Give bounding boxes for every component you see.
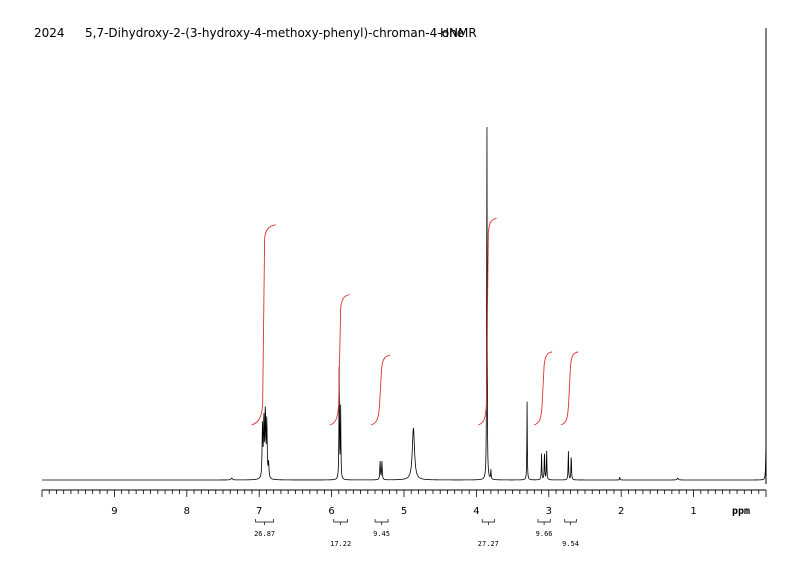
- integral-value-label: 9.45: [373, 530, 390, 538]
- x-tick-label: 5: [401, 506, 407, 517]
- integral-value-label: 9.66: [536, 530, 553, 538]
- experiment-type: HNMR: [440, 26, 477, 40]
- integral-curve: [370, 354, 391, 426]
- integral-value-label: 27.27: [478, 540, 499, 548]
- integral-curves: [251, 217, 579, 426]
- integral-value-label: 26.87: [254, 530, 275, 538]
- x-tick-label: 6: [328, 506, 334, 517]
- x-axis: 9 8 7 6 5 4 3 2 1 ppm: [41, 28, 767, 517]
- x-tick-label: 7: [256, 506, 262, 517]
- integral-curve: [560, 351, 579, 426]
- integral-bracket: [564, 519, 577, 523]
- x-tick-label: 4: [473, 506, 479, 517]
- spectrum-number: 2024: [34, 26, 65, 40]
- integral-curve: [478, 217, 497, 426]
- integral-curve: [329, 294, 350, 426]
- x-tick-label: 2: [618, 506, 624, 517]
- integral-bracket: [374, 519, 389, 523]
- integral-curve: [533, 351, 553, 426]
- compound-name: 5,7-Dihydroxy-2-(3-hydroxy-4-methoxy-phe…: [85, 26, 465, 40]
- x-tick-label: 1: [690, 506, 696, 517]
- integral-value-label: 17.22: [330, 540, 351, 548]
- integral-brackets: 26.87 17.22 9.45 27.27 9.66 9.54: [254, 519, 579, 548]
- spectrum-trace: [42, 126, 767, 481]
- integral-bracket: [255, 519, 275, 523]
- integral-curve: [251, 224, 276, 426]
- integral-bracket: [333, 519, 348, 523]
- integral-bracket: [481, 519, 495, 523]
- x-axis-unit-label: ppm: [732, 506, 750, 517]
- x-tick-label: 8: [184, 506, 190, 517]
- integral-bracket: [537, 519, 551, 523]
- integral-value-label: 9.54: [562, 540, 579, 548]
- x-tick-label: 9: [111, 506, 117, 517]
- x-tick-label: 3: [546, 506, 552, 517]
- spectrum-line: [42, 126, 767, 481]
